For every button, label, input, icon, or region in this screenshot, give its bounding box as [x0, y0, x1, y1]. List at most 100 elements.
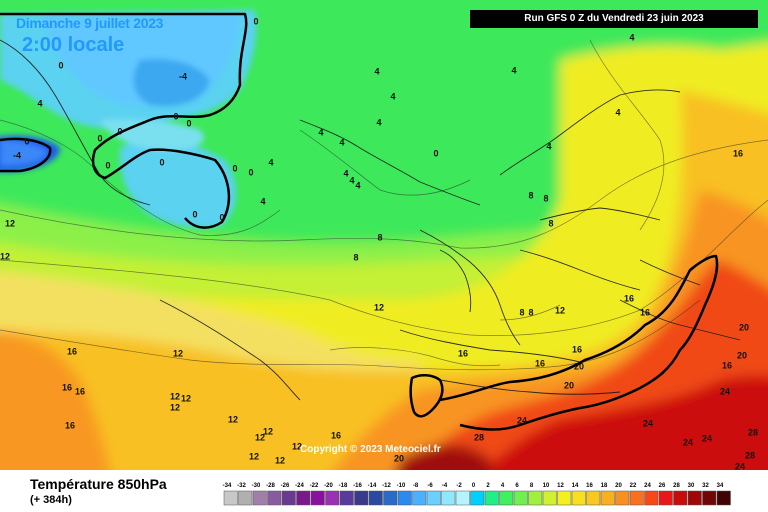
scale-swatch: [383, 490, 398, 506]
isotherm-label: 0: [192, 209, 197, 219]
scale-swatch: [339, 490, 354, 506]
scale-tick-label: -22: [310, 483, 319, 489]
scale-tick-label: 28: [673, 483, 680, 489]
forecast-time-title: 2:00 locale: [22, 34, 125, 56]
isotherm-label: 0: [219, 212, 224, 222]
legend-lead-time: (+ 384h): [30, 494, 72, 506]
isotherm-label: 12: [170, 391, 180, 401]
scale-swatch: [325, 490, 340, 506]
scale-swatch: [484, 490, 499, 506]
isotherm-label: 4: [260, 196, 265, 206]
isotherm-label: 0: [248, 167, 253, 177]
scale-swatch: [644, 490, 659, 506]
isotherm-label: 8: [528, 190, 533, 200]
scale-tick-label: 8: [530, 483, 534, 489]
isotherm-label: 4: [629, 32, 634, 42]
scale-tick-label: 26: [659, 483, 666, 489]
isotherm-label: 0: [97, 133, 102, 143]
scale-swatch: [673, 490, 688, 506]
scale-tick-label: -8: [413, 483, 419, 489]
scale-swatch: [702, 490, 717, 506]
isotherm-label: 0: [186, 118, 191, 128]
scale-swatch: [296, 490, 311, 506]
scale-swatch: [267, 490, 282, 506]
isotherm-label: 12: [228, 414, 238, 424]
isotherm-label: 12: [292, 441, 302, 451]
isotherm-label: 0: [24, 136, 29, 146]
isotherm-label: 8: [548, 218, 553, 228]
scale-swatch: [281, 490, 296, 506]
color-scale-bar: -34 -32 -30 -28 -26 -24 -22 -20 -18 -16 -14 -12 -10-…: [223, 483, 731, 506]
scale-swatch: [310, 490, 325, 506]
scale-swatch: [238, 490, 253, 506]
scale-swatch: [455, 490, 470, 506]
scale-tick-label: -4: [442, 483, 448, 489]
color-scale: -34 -32 -30 -28 -26 -24 -22 -20 -18 -16 -14 -12 -10-…: [220, 479, 750, 509]
scale-swatch: [716, 490, 731, 506]
isotherm-label: 20: [564, 380, 574, 390]
isotherm-label: 16: [640, 307, 650, 317]
isotherm-label: 4: [37, 98, 42, 108]
scale-swatch: [368, 490, 383, 506]
scale-tick-label: 6: [515, 483, 519, 489]
scale-tick-label: 34: [717, 483, 724, 489]
isotherm-label: 16: [733, 148, 743, 158]
scale-swatch: [223, 490, 238, 506]
scale-tick-label: -24: [295, 483, 304, 489]
isotherm-label: 16: [535, 358, 545, 368]
scale-swatch: [441, 490, 456, 506]
isotherm-label: 20: [394, 453, 404, 463]
isotherm-label: 4: [374, 66, 379, 76]
scale-tick-label: 30: [688, 483, 695, 489]
scale-tick-label: 18: [601, 483, 608, 489]
scale-tick-label: -28: [266, 483, 275, 489]
isotherm-label: 12: [170, 402, 180, 412]
cold-pools: [0, 10, 257, 228]
scale-swatch: [615, 490, 630, 506]
scale-tick-label: -18: [339, 483, 348, 489]
scale-tick-label: -2: [456, 483, 462, 489]
scale-tick-label: 14: [572, 483, 579, 489]
isotherm-label: 4: [511, 65, 516, 75]
scale-tick-label: 20: [615, 483, 622, 489]
isotherm-label: 4: [355, 180, 360, 190]
isotherm-label: 16: [75, 386, 85, 396]
scale-swatch: [571, 490, 586, 506]
scale-tick-label: -12: [382, 483, 391, 489]
isotherm-label: 4: [339, 137, 344, 147]
scale-swatch: [557, 490, 572, 506]
scale-tick-label: -34: [223, 483, 232, 489]
isotherm-label: 0: [173, 111, 178, 121]
isotherm-label: 0: [159, 157, 164, 167]
isotherm-label: 0: [105, 160, 110, 170]
isotherm-label: 12: [181, 393, 191, 403]
scale-swatch: [354, 490, 369, 506]
legend-title: Température 850hPa: [30, 476, 167, 492]
isotherm-label: 12: [0, 251, 10, 261]
scale-swatch: [412, 490, 427, 506]
isotherm-label: 16: [65, 420, 75, 430]
isotherm-label: 20: [737, 350, 747, 360]
bold-contours: [0, 12, 719, 431]
scale-swatch: [397, 490, 412, 506]
isotherm-label: 0: [58, 60, 63, 70]
scale-tick-label: 22: [630, 483, 637, 489]
isotherm-label: 28: [748, 427, 758, 437]
isotherm-label: 4: [268, 157, 273, 167]
isotherm-label: 16: [722, 360, 732, 370]
coastlines: [0, 39, 741, 401]
scale-tick-label: -30: [252, 483, 261, 489]
isotherm-label: 16: [62, 382, 72, 392]
temperature-field: [0, 0, 768, 470]
isotherm-label: 24: [702, 433, 712, 443]
isotherm-label: 24: [720, 386, 730, 396]
isotherm-label: 4: [349, 175, 354, 185]
scale-swatch: [687, 490, 702, 506]
isotherm-label: 12: [263, 426, 273, 436]
isotherm-label: 12: [249, 451, 259, 461]
scale-tick-label: 0: [472, 483, 476, 489]
isotherm-label: 0: [433, 148, 438, 158]
isotherm-label: 0: [117, 126, 122, 136]
